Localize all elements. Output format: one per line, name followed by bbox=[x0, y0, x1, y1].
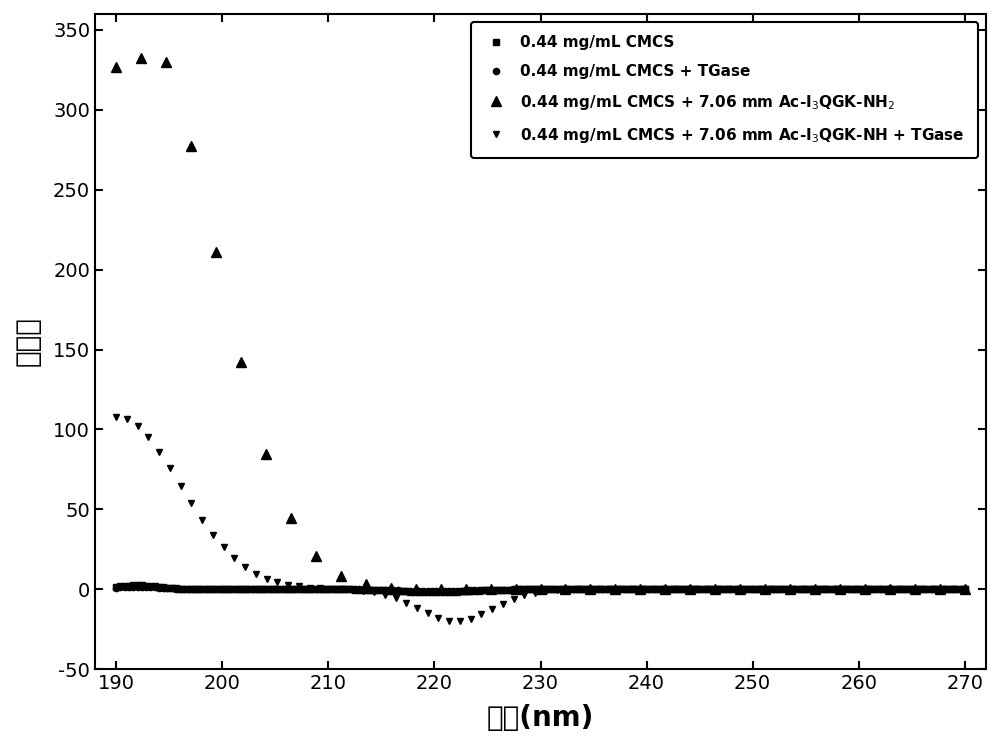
0.44 mg/mL CMCS + 7.06 mm Ac-I$_3$QGK-NH$_2$ bbox=[110, 63, 122, 72]
0.44 mg/mL CMCS + TGase bbox=[430, 586, 442, 595]
0.44 mg/mL CMCS + 7.06 mm Ac-I$_3$QGK-NH$_2$ bbox=[260, 449, 272, 458]
0.44 mg/mL CMCS + 7.06 mm Ac-I$_3$QGK-NH$_2$ bbox=[485, 585, 497, 594]
0.44 mg/mL CMCS bbox=[166, 583, 178, 592]
Y-axis label: 椭偏率: 椭偏率 bbox=[14, 316, 42, 366]
0.44 mg/mL CMCS + 7.06 mm Ac-I$_3$QGK-NH + TGase bbox=[626, 585, 638, 594]
0.44 mg/mL CMCS + 7.06 mm Ac-I$_3$QGK-NH + TGase bbox=[873, 585, 885, 594]
0.44 mg/mL CMCS + TGase bbox=[925, 585, 937, 594]
0.44 mg/mL CMCS + 7.06 mm Ac-I$_3$QGK-NH$_2$ bbox=[235, 357, 247, 366]
0.44 mg/mL CMCS + 7.06 mm Ac-I$_3$QGK-NH + TGase bbox=[959, 585, 971, 594]
0.44 mg/mL CMCS + 7.06 mm Ac-I$_3$QGK-NH$_2$ bbox=[784, 585, 796, 594]
0.44 mg/mL CMCS + 7.06 mm Ac-I$_3$QGK-NH$_2$ bbox=[609, 585, 621, 594]
0.44 mg/mL CMCS + 7.06 mm Ac-I$_3$QGK-NH$_2$ bbox=[909, 585, 921, 594]
0.44 mg/mL CMCS + TGase bbox=[895, 585, 907, 594]
0.44 mg/mL CMCS bbox=[340, 585, 352, 594]
0.44 mg/mL CMCS + TGase bbox=[110, 583, 122, 592]
0.44 mg/mL CMCS + 7.06 mm Ac-I$_3$QGK-NH$_2$ bbox=[809, 585, 821, 594]
0.44 mg/mL CMCS + 7.06 mm Ac-I$_3$QGK-NH$_2$ bbox=[160, 57, 172, 66]
0.44 mg/mL CMCS bbox=[895, 585, 907, 594]
0.44 mg/mL CMCS + TGase bbox=[166, 584, 178, 593]
0.44 mg/mL CMCS + 7.06 mm Ac-I$_3$QGK-NH + TGase bbox=[497, 599, 509, 608]
0.44 mg/mL CMCS + 7.06 mm Ac-I$_3$QGK-NH + TGase bbox=[637, 585, 649, 594]
0.44 mg/mL CMCS + 7.06 mm Ac-I$_3$QGK-NH$_2$ bbox=[510, 585, 522, 594]
0.44 mg/mL CMCS + 7.06 mm Ac-I$_3$QGK-NH$_2$ bbox=[884, 585, 896, 594]
0.44 mg/mL CMCS + 7.06 mm Ac-I$_3$QGK-NH$_2$ bbox=[135, 54, 147, 63]
0.44 mg/mL CMCS bbox=[149, 582, 161, 591]
0.44 mg/mL CMCS + 7.06 mm Ac-I$_3$QGK-NH$_2$ bbox=[385, 583, 397, 592]
0.44 mg/mL CMCS + TGase bbox=[149, 583, 161, 592]
Line: 0.44 mg/mL CMCS + 7.06 mm Ac-I$_3$QGK-NH + TGase: 0.44 mg/mL CMCS + 7.06 mm Ac-I$_3$QGK-NH… bbox=[113, 413, 968, 624]
0.44 mg/mL CMCS + 7.06 mm Ac-I$_3$QGK-NH + TGase bbox=[701, 585, 713, 594]
0.44 mg/mL CMCS + 7.06 mm Ac-I$_3$QGK-NH$_2$ bbox=[684, 585, 696, 594]
0.44 mg/mL CMCS + 7.06 mm Ac-I$_3$QGK-NH$_2$ bbox=[210, 247, 222, 256]
0.44 mg/mL CMCS + 7.06 mm Ac-I$_3$QGK-NH$_2$ bbox=[285, 513, 297, 522]
Line: 0.44 mg/mL CMCS: 0.44 mg/mL CMCS bbox=[113, 582, 968, 595]
0.44 mg/mL CMCS + 7.06 mm Ac-I$_3$QGK-NH$_2$ bbox=[360, 580, 372, 589]
0.44 mg/mL CMCS + 7.06 mm Ac-I$_3$QGK-NH$_2$ bbox=[734, 585, 746, 594]
Line: 0.44 mg/mL CMCS + 7.06 mm Ac-I$_3$QGK-NH$_2$: 0.44 mg/mL CMCS + 7.06 mm Ac-I$_3$QGK-NH… bbox=[111, 53, 970, 594]
0.44 mg/mL CMCS bbox=[132, 580, 144, 589]
0.44 mg/mL CMCS bbox=[959, 585, 971, 594]
0.44 mg/mL CMCS + 7.06 mm Ac-I$_3$QGK-NH$_2$ bbox=[535, 585, 547, 594]
0.44 mg/mL CMCS + 7.06 mm Ac-I$_3$QGK-NH$_2$ bbox=[435, 585, 447, 594]
Legend: 0.44 mg/mL CMCS, 0.44 mg/mL CMCS + TGase, 0.44 mg/mL CMCS + 7.06 mm Ac-I$_3$QGK-: 0.44 mg/mL CMCS, 0.44 mg/mL CMCS + TGase… bbox=[471, 22, 978, 158]
0.44 mg/mL CMCS bbox=[925, 585, 937, 594]
0.44 mg/mL CMCS + 7.06 mm Ac-I$_3$QGK-NH$_2$ bbox=[934, 585, 946, 594]
0.44 mg/mL CMCS + 7.06 mm Ac-I$_3$QGK-NH$_2$ bbox=[709, 585, 721, 594]
0.44 mg/mL CMCS + 7.06 mm Ac-I$_3$QGK-NH$_2$ bbox=[834, 585, 846, 594]
0.44 mg/mL CMCS bbox=[110, 582, 122, 591]
0.44 mg/mL CMCS bbox=[430, 588, 442, 597]
0.44 mg/mL CMCS + TGase bbox=[272, 585, 284, 594]
0.44 mg/mL CMCS + 7.06 mm Ac-I$_3$QGK-NH$_2$ bbox=[759, 585, 771, 594]
0.44 mg/mL CMCS + 7.06 mm Ac-I$_3$QGK-NH$_2$ bbox=[959, 585, 971, 594]
0.44 mg/mL CMCS bbox=[272, 585, 284, 594]
0.44 mg/mL CMCS + 7.06 mm Ac-I$_3$QGK-NH$_2$ bbox=[185, 141, 197, 150]
0.44 mg/mL CMCS + 7.06 mm Ac-I$_3$QGK-NH$_2$ bbox=[410, 584, 422, 593]
0.44 mg/mL CMCS + 7.06 mm Ac-I$_3$QGK-NH$_2$ bbox=[584, 585, 596, 594]
0.44 mg/mL CMCS + 7.06 mm Ac-I$_3$QGK-NH + TGase bbox=[110, 412, 122, 421]
0.44 mg/mL CMCS + 7.06 mm Ac-I$_3$QGK-NH + TGase bbox=[669, 585, 681, 594]
0.44 mg/mL CMCS + 7.06 mm Ac-I$_3$QGK-NH$_2$ bbox=[659, 585, 671, 594]
0.44 mg/mL CMCS + 7.06 mm Ac-I$_3$QGK-NH$_2$ bbox=[559, 585, 571, 594]
0.44 mg/mL CMCS + TGase bbox=[132, 583, 144, 592]
0.44 mg/mL CMCS + 7.06 mm Ac-I$_3$QGK-NH$_2$ bbox=[634, 585, 646, 594]
X-axis label: 波长(nm): 波长(nm) bbox=[487, 704, 594, 732]
0.44 mg/mL CMCS + TGase bbox=[959, 585, 971, 594]
0.44 mg/mL CMCS + 7.06 mm Ac-I$_3$QGK-NH$_2$ bbox=[859, 585, 871, 594]
0.44 mg/mL CMCS + TGase bbox=[340, 585, 352, 594]
0.44 mg/mL CMCS + 7.06 mm Ac-I$_3$QGK-NH + TGase bbox=[454, 616, 466, 625]
Line: 0.44 mg/mL CMCS + TGase: 0.44 mg/mL CMCS + TGase bbox=[113, 583, 968, 595]
0.44 mg/mL CMCS + 7.06 mm Ac-I$_3$QGK-NH$_2$ bbox=[310, 551, 322, 560]
0.44 mg/mL CMCS + 7.06 mm Ac-I$_3$QGK-NH$_2$ bbox=[460, 585, 472, 594]
0.44 mg/mL CMCS + 7.06 mm Ac-I$_3$QGK-NH$_2$ bbox=[335, 571, 347, 580]
